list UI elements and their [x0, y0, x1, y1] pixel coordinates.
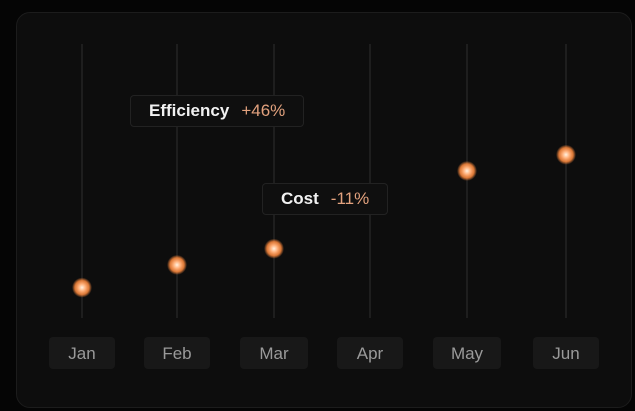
x-tick-label-jan: Jan: [68, 344, 95, 363]
callout-cost-label: Cost: [281, 189, 319, 208]
x-tick-label-apr: Apr: [357, 344, 384, 363]
callout-cost-value: -11%: [330, 189, 370, 208]
x-tick-jan: Jan: [49, 337, 115, 369]
x-tick-pill-apr: [337, 337, 403, 369]
x-tick-may: May: [433, 337, 501, 369]
data-point-jan[interactable]: [72, 277, 92, 298]
x-tick-pill-feb: [144, 337, 210, 369]
data-point-mar[interactable]: [264, 238, 284, 259]
data-point-jun[interactable]: [556, 144, 576, 165]
x-tick-pill-may: [433, 337, 501, 369]
x-tick-label-mar: Mar: [259, 344, 289, 363]
x-tick-pill-jan: [49, 337, 115, 369]
x-tick-label-jun: Jun: [552, 344, 579, 363]
x-tick-jun: Jun: [533, 337, 599, 369]
x-tick-apr: Apr: [337, 337, 403, 369]
x-tick-pill-jun: [533, 337, 599, 369]
x-tick-feb: Feb: [144, 337, 210, 369]
callout-efficiency-value: +46%: [241, 101, 286, 120]
callout-efficiency: Efficiency +46%: [130, 95, 305, 127]
x-tick-label-may: May: [451, 344, 484, 363]
x-tick-label-feb: Feb: [162, 344, 191, 363]
callout-cost: Cost -11%: [262, 183, 389, 215]
callout-efficiency-label: Efficiency: [149, 101, 230, 120]
data-point-may[interactable]: [457, 160, 477, 181]
data-point-feb[interactable]: [167, 254, 187, 275]
x-tick-mar: Mar: [240, 337, 308, 369]
x-tick-pill-mar: [240, 337, 308, 369]
